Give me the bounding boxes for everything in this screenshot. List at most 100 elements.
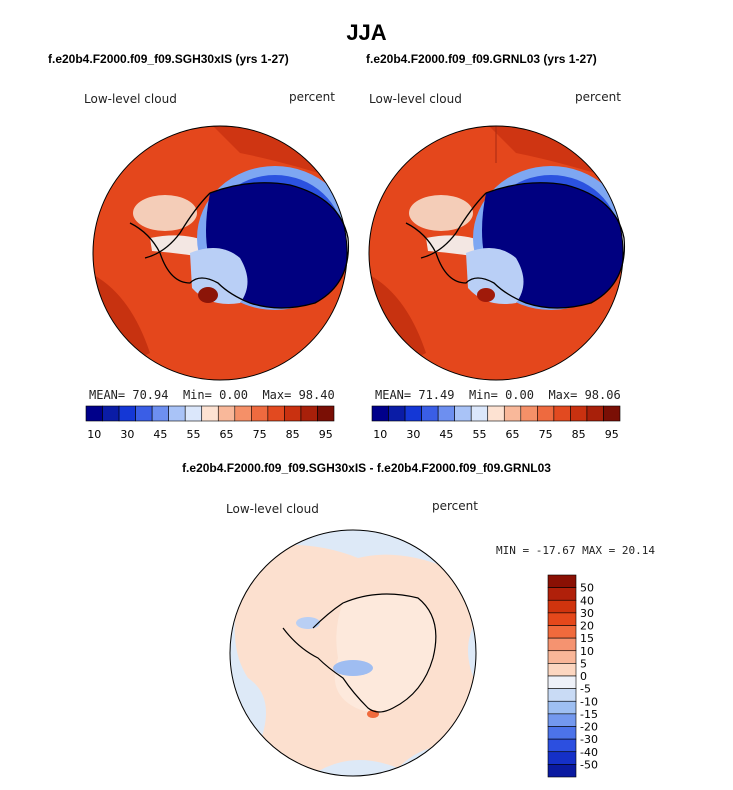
pale-region [409,195,473,231]
colorbar-tick-label: 0 [580,670,587,683]
colorbar-swatch [102,405,120,422]
colorbar-tick-label: 40 [580,594,594,607]
colorbar-swatch [547,713,577,727]
colorbar-swatch [547,574,577,588]
colorbar-swatch [547,663,577,677]
colorbar-swatch [421,405,439,422]
colorbar-swatch [537,405,555,422]
colorbar-swatch [470,405,489,422]
max-value: 98.06 [584,388,621,402]
min-value: 0.00 [505,388,534,402]
colorbar-tick-label: 50 [580,582,594,595]
colorbar-swatch [603,405,621,422]
colorbar-tick-label: 5 [580,657,587,670]
colorbar-tick-label: -30 [580,733,598,746]
colorbar-swatch [300,405,318,422]
negative-spot [296,617,320,629]
diff-title: f.e20b4.F2000.f09_f09.SGH30xIS - f.e20b4… [182,461,551,475]
colorbar-swatch [547,738,577,753]
panel2-variable-label: Low-level cloud [369,92,462,106]
figure-title: JJA [346,20,387,45]
mean-label: MEAN= [375,388,412,402]
colorbar-tick-label: -5 [580,683,591,696]
colorbar-tick-label: 10 [373,428,387,441]
colorbar-tick-label: 75 [539,428,553,441]
colorbar-tick-label: 55 [186,428,200,441]
colorbar-swatch [547,751,577,765]
colorbar-swatch [547,764,577,778]
colorbar-tick-label: 45 [439,428,453,441]
colorbar-tick-label: 20 [580,620,594,633]
colorbar-tick-label: -15 [580,708,598,721]
colorbar-swatch [547,612,577,626]
dark-spot [198,287,218,303]
colorbar-swatch [547,700,577,715]
colorbar-swatch [168,405,186,422]
panel1-title: f.e20b4.F2000.f09_f09.SGH30xIS (yrs 1-27… [48,52,289,66]
max-label: Max= [548,388,578,402]
panel2-title: f.e20b4.F2000.f09_f09.GRNL03 (yrs 1-27) [366,52,597,66]
colorbar-swatch [118,405,136,422]
colorbar-tick-label: 75 [253,428,267,441]
colorbar-swatch [135,405,153,422]
panel1-variable-label: Low-level cloud [84,92,177,106]
colorbar-swatch [547,625,577,639]
colorbar-tick-label: 85 [286,428,300,441]
max-value: 98.40 [298,388,335,402]
colorbar-tick-label: 15 [580,632,594,645]
colorbar-swatch [547,675,577,689]
colorbar-tick-label: -40 [580,746,598,759]
panel2-units-label: percent [575,90,621,104]
mean-value: 70.94 [132,388,169,402]
max-label: Max= [262,388,292,402]
colorbar-swatch [85,405,103,422]
antarctica-land [334,594,436,712]
colorbar-swatch [317,405,335,422]
min-value: 0.00 [219,388,248,402]
colorbar-tick-label: 65 [506,428,520,441]
colorbar-swatch [503,405,522,422]
colorbar-swatch [151,405,169,422]
colorbar-swatch [234,405,252,422]
coastline [282,593,437,713]
colorbar-swatch [267,405,285,422]
colorbar-swatch [251,405,269,422]
colorbar-swatch [547,599,577,614]
colorbar-swatch [388,405,406,422]
colorbar-tick-label: -50 [580,758,598,771]
panel1-stats: MEAN= 70.94 Min= 0.00 Max= 98.40 [89,388,335,402]
mean-label: MEAN= [89,388,126,402]
colorbar-tick-label: 65 [220,428,234,441]
colorbar-tick-label: 55 [472,428,486,441]
diff-map [229,529,477,777]
diff-variable-label: Low-level cloud [226,502,319,516]
colorbar-tick-label: 30 [580,607,594,620]
colorbar-swatch [547,650,577,664]
colorbar-tick-label: 10 [580,645,594,658]
colorbar-tick-label: -20 [580,721,598,734]
min-label: Min= [182,388,212,402]
negative-band [333,660,373,676]
colorbar-tick-label: 10 [87,428,101,441]
colorbar-swatch [547,688,577,702]
mean-value: 71.49 [418,388,455,402]
min-label: Min= [468,388,498,402]
colorbar-swatch [553,405,571,422]
colorbar-swatch [371,405,389,422]
panel2-map [368,125,626,381]
colorbar-tick-label: 30 [120,428,134,441]
colorbar-swatch [570,405,588,422]
colorbar-swatch [520,405,538,422]
dark-spot [477,288,495,302]
colorbar-tick-label: 95 [605,428,619,441]
pale-region [133,195,197,231]
colorbar-swatch [284,405,302,422]
panel1-map [92,125,350,381]
colorbar-tick-label: -10 [580,695,598,708]
colorbar-swatch [487,405,505,422]
colorbar-swatch [547,726,577,740]
panel1-units-label: percent [289,90,335,104]
colorbar-tick-label: 45 [153,428,167,441]
coastline [405,182,626,309]
